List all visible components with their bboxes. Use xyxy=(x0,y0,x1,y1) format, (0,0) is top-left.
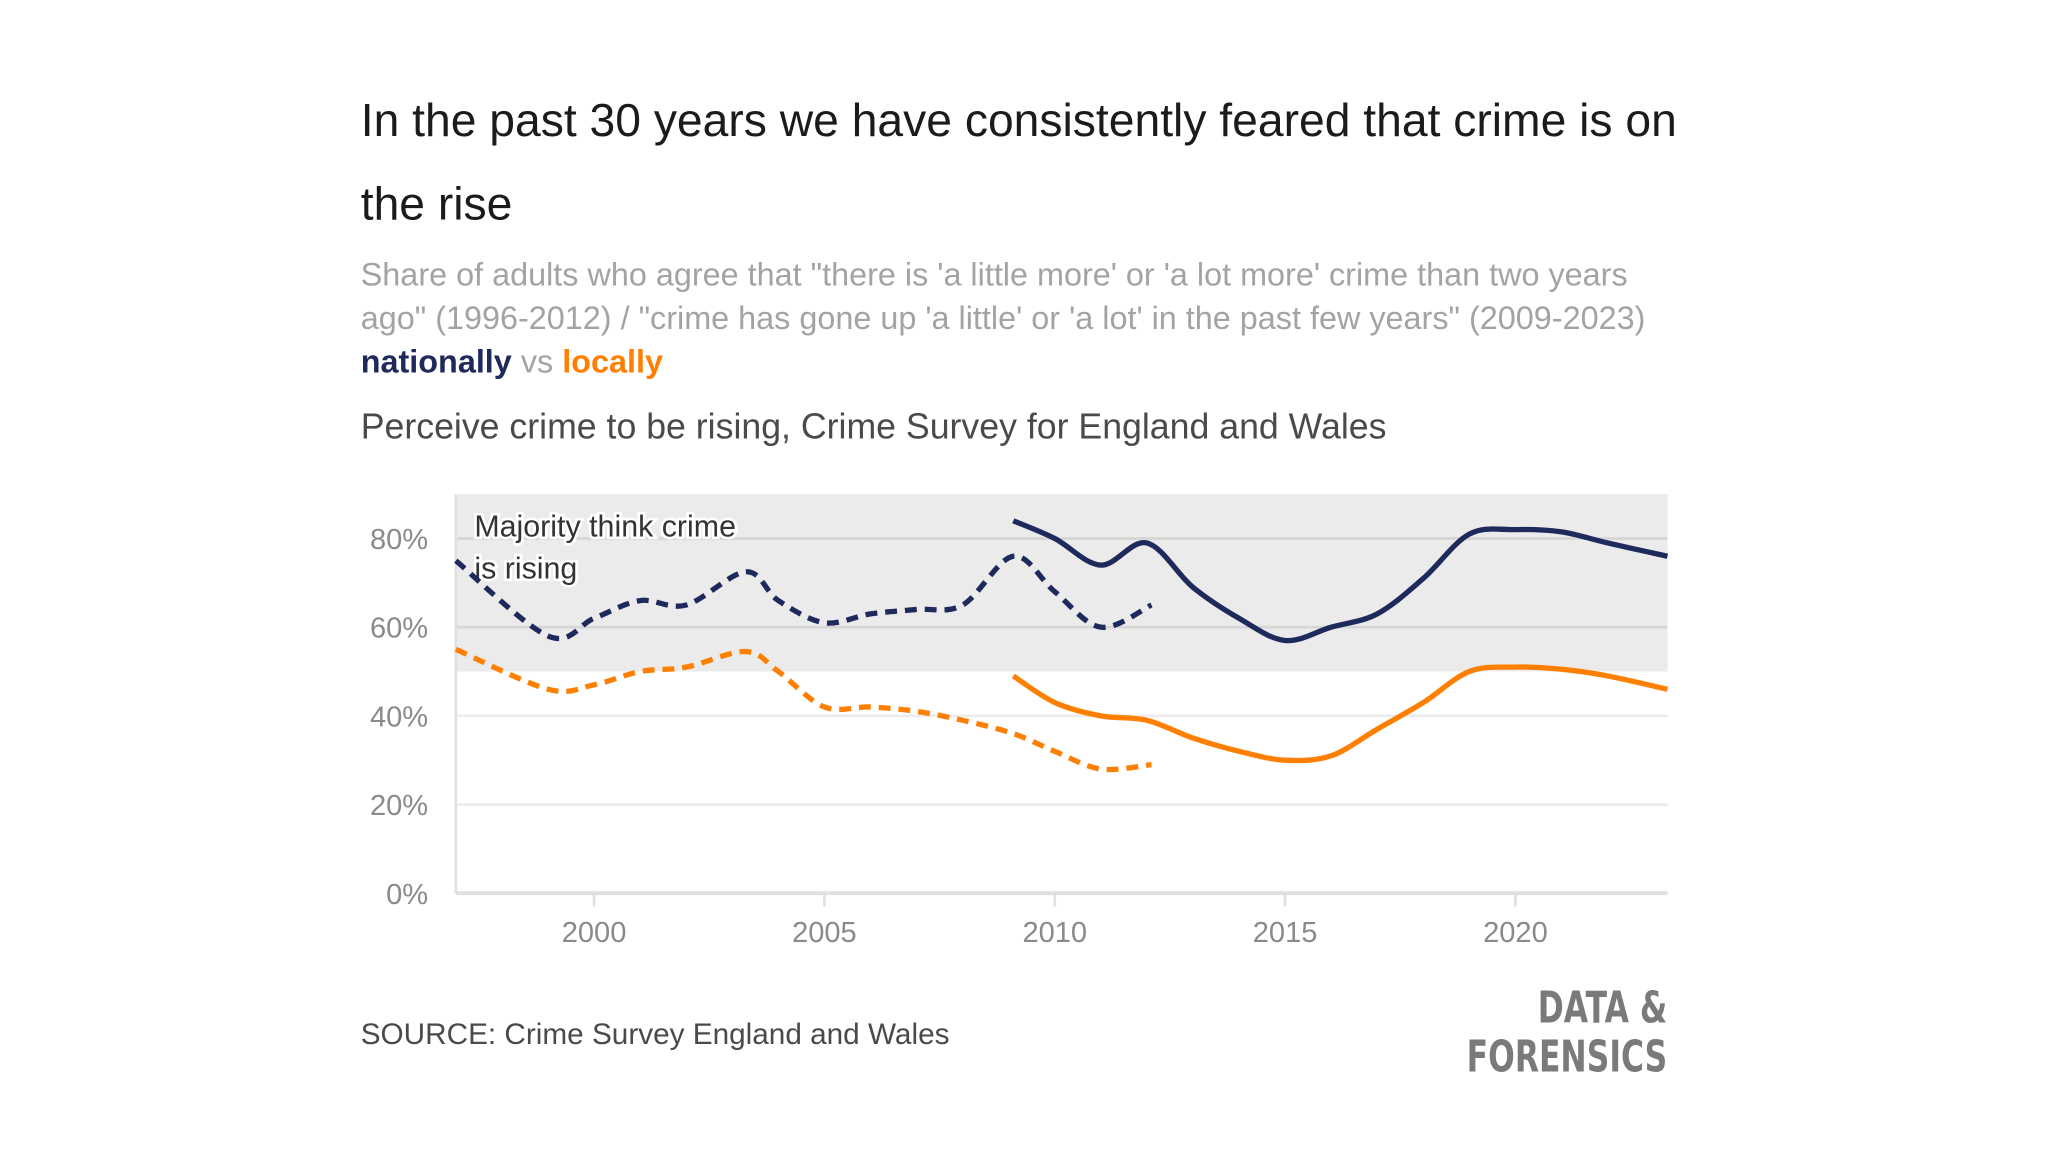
chart-title: In the past 30 years we have consistentl… xyxy=(360,95,1677,230)
y-tick-label: 80% xyxy=(370,524,428,556)
y-tick-label: 60% xyxy=(370,613,428,645)
series-line-local-old xyxy=(454,646,1152,773)
legend-locally: locally xyxy=(562,344,663,381)
legend-vs: vs xyxy=(520,344,554,381)
annotation-majority-line2: is rising xyxy=(474,552,577,586)
source-note: SOURCE: Crime Survey England and Wales xyxy=(360,1017,950,1051)
series-line-national-old xyxy=(454,553,1153,642)
x-tick-label: 2015 xyxy=(1253,917,1318,949)
x-tick-label: 2000 xyxy=(562,917,627,949)
data-forensics-logo: DATA & FORENSICS xyxy=(1467,983,1668,1081)
x-tick-label: 2010 xyxy=(1022,917,1087,949)
logo-line-2: FORENSICS xyxy=(1466,1030,1668,1083)
x-tick-label: 2020 xyxy=(1483,917,1548,949)
chart-subtitle: Share of adults who agree that "there is… xyxy=(361,254,1696,385)
y-tick-label: 0% xyxy=(386,879,428,911)
y-tick-label: 20% xyxy=(370,790,428,822)
annotation-majority: Majority think crime xyxy=(474,509,736,543)
series-line-national-new xyxy=(1012,518,1669,644)
x-tick-label: 2005 xyxy=(792,917,857,949)
majority-band xyxy=(455,494,1668,672)
chart-heading: Perceive crime to be rising, Crime Surve… xyxy=(360,406,1387,447)
legend-nationally: nationally xyxy=(360,344,512,381)
logo-line-1: DATA & xyxy=(1537,981,1668,1034)
y-tick-label: 40% xyxy=(370,701,428,733)
series-line-local-new xyxy=(1011,664,1669,764)
subtitle-text: Share of adults who agree that "there is… xyxy=(360,257,1646,337)
